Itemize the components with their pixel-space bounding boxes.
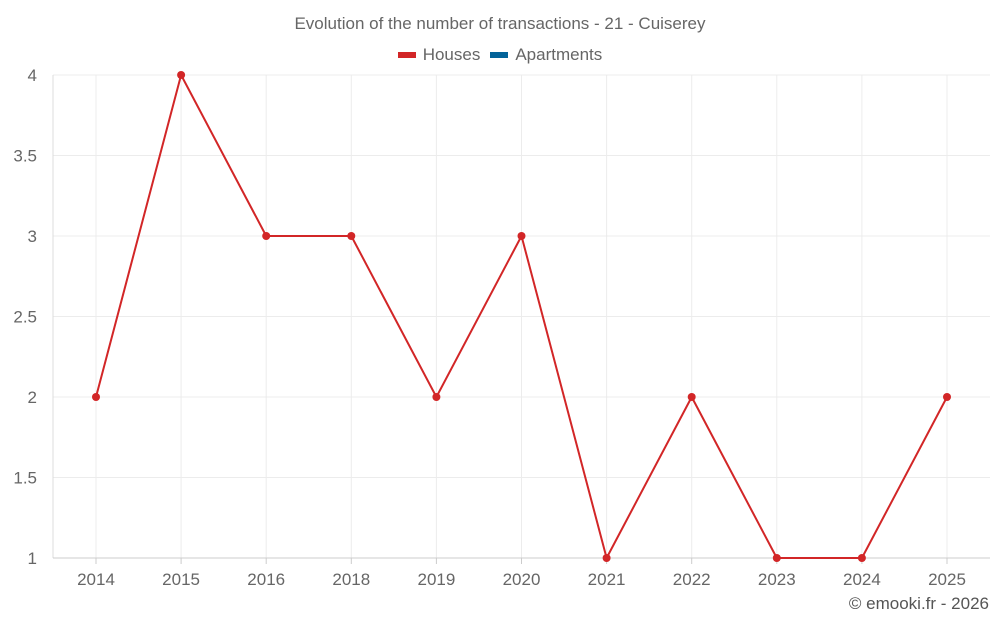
data-point bbox=[517, 232, 526, 240]
x-tick-label: 2020 bbox=[503, 570, 541, 589]
chart-legend: Houses Apartments bbox=[0, 45, 1000, 65]
x-tick-label: 2021 bbox=[588, 570, 626, 589]
data-point bbox=[772, 554, 781, 562]
x-axis-tick-labels: 2014 2015 2016 2018 2019 2020 2021 2022 2023 2024… bbox=[77, 570, 966, 589]
x-tick-label: 2019 bbox=[417, 570, 455, 589]
data-point bbox=[857, 554, 866, 562]
y-tick-label: 3.5 bbox=[13, 147, 37, 166]
data-point bbox=[687, 393, 696, 401]
legend-item-houses[interactable]: Houses bbox=[397, 45, 481, 65]
chart-grid bbox=[53, 74, 990, 559]
data-point bbox=[177, 71, 186, 79]
chart-title: Evolution of the number of transactions … bbox=[294, 14, 706, 33]
x-tick-label: 2023 bbox=[758, 570, 796, 589]
y-tick-label: 3 bbox=[28, 227, 37, 246]
x-tick-label: 2015 bbox=[162, 570, 200, 589]
legend-label-apartments: Apartments bbox=[515, 45, 603, 64]
x-tick-label: 2022 bbox=[673, 570, 711, 589]
y-axis-tick-labels: 1 1.5 2 2.5 3 3.5 4 bbox=[13, 66, 37, 568]
data-point bbox=[92, 393, 100, 401]
x-tick-label: 2016 bbox=[247, 570, 285, 589]
y-tick-label: 1.5 bbox=[13, 469, 37, 488]
y-tick-label: 4 bbox=[28, 66, 37, 85]
x-tick-label: 2024 bbox=[843, 570, 881, 589]
data-point bbox=[943, 393, 951, 401]
x-tick-label: 2018 bbox=[332, 570, 370, 589]
legend-swatch-apartments bbox=[490, 52, 509, 58]
data-point bbox=[262, 232, 271, 240]
x-tick-label: 2025 bbox=[928, 570, 966, 589]
data-point bbox=[347, 232, 356, 240]
data-point bbox=[602, 554, 611, 562]
data-point bbox=[432, 393, 441, 401]
legend-item-apartments[interactable]: Apartments bbox=[490, 45, 602, 65]
y-tick-label: 2.5 bbox=[13, 308, 37, 327]
y-tick-label: 1 bbox=[28, 549, 37, 568]
legend-swatch-houses bbox=[397, 52, 416, 58]
legend-label-houses: Houses bbox=[422, 45, 481, 64]
chart-series bbox=[92, 71, 951, 562]
copyright-credit: © emooki.fr - 2026 bbox=[848, 594, 989, 613]
x-tick-label: 2014 bbox=[77, 570, 115, 589]
y-tick-label: 2 bbox=[28, 388, 37, 407]
